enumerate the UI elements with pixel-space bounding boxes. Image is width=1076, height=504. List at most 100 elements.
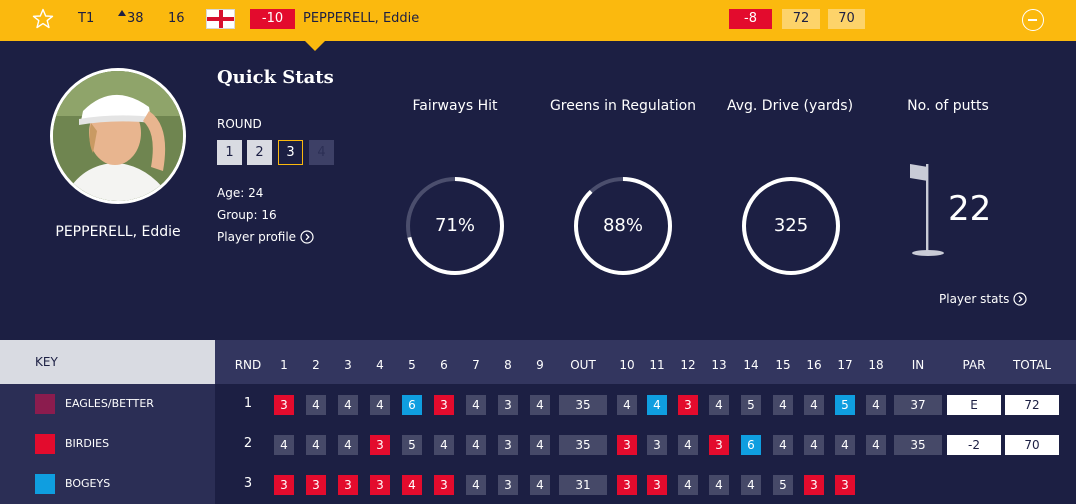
hole-score: 4	[617, 395, 637, 415]
up-arrow-icon	[118, 10, 126, 16]
player-row-header[interactable]: T1 38 16 -10 PEPPERELL, Eddie -8 72 70	[0, 0, 1076, 41]
out-total: 35	[559, 395, 607, 415]
bogey-swatch	[35, 474, 55, 494]
column-header: 9	[536, 358, 544, 372]
chevron-right-circle-icon	[1013, 292, 1028, 306]
hole-score: 3	[434, 475, 454, 495]
player-profile-link[interactable]: Player profile	[217, 230, 314, 244]
round-number: 1	[243, 396, 253, 411]
hole-score: 5	[835, 395, 855, 415]
hole-score: 3	[434, 395, 454, 415]
hole-score: 3	[678, 395, 698, 415]
quick-stats-panel: PEPPERELL, Eddie Quick Stats ROUND 1 2 3…	[0, 41, 1076, 340]
hole-score: 4	[338, 435, 358, 455]
hole-score: 3	[647, 435, 667, 455]
putts-value: 22	[948, 189, 992, 229]
player-stats-label: Player stats	[939, 292, 1010, 306]
player-photo	[50, 68, 186, 204]
flagstick-icon	[910, 164, 944, 256]
hole-score: 3	[835, 475, 855, 495]
collapse-icon[interactable]	[1022, 9, 1044, 31]
round-total: 72	[1005, 395, 1059, 415]
hole-score: 3	[617, 435, 637, 455]
round-score-2: 70	[828, 9, 865, 29]
hole-score: 4	[466, 435, 486, 455]
hole-score: 4	[709, 395, 729, 415]
hole-score: 4	[466, 475, 486, 495]
round-button-4: 4	[309, 140, 334, 165]
hole-score: 3	[498, 435, 518, 455]
round-button-1[interactable]: 1	[217, 140, 242, 165]
player-name[interactable]: PEPPERELL, Eddie	[303, 11, 420, 26]
hole-score: 4	[709, 475, 729, 495]
stat-title-fairways: Fairways Hit	[412, 98, 498, 114]
hole-score: 4	[866, 395, 886, 415]
hole-score: 4	[306, 395, 326, 415]
hole-score: 3	[647, 475, 667, 495]
column-header: 13	[711, 358, 727, 372]
out-total: 31	[559, 475, 607, 495]
round-button-3[interactable]: 3	[278, 140, 303, 165]
column-header: 14	[743, 358, 759, 372]
favourite-star-icon[interactable]	[32, 8, 54, 30]
round-number: 2	[243, 436, 253, 451]
hole-score: 4	[434, 435, 454, 455]
hole-score: 5	[773, 475, 793, 495]
hole-score: 4	[804, 435, 824, 455]
hole-score: 6	[741, 435, 761, 455]
hole-score: 4	[530, 435, 550, 455]
hole-score: 4	[741, 475, 761, 495]
hole-score: 4	[370, 395, 390, 415]
stat-value-gir: 88%	[602, 215, 643, 236]
round-button-2[interactable]: 2	[247, 140, 272, 165]
hole-score: 3	[804, 475, 824, 495]
hole-score: 3	[338, 475, 358, 495]
eagle-swatch	[35, 394, 55, 414]
birdie-swatch	[35, 434, 55, 454]
column-header: 1	[280, 358, 288, 372]
hole-score: 3	[709, 435, 729, 455]
hole-score: 3	[498, 475, 518, 495]
hole-score: 4	[647, 395, 667, 415]
column-header: 17	[837, 358, 853, 372]
column-header: 7	[472, 358, 480, 372]
hole-score: 4	[835, 435, 855, 455]
hole-score: 3	[498, 395, 518, 415]
hole-score: 4	[804, 395, 824, 415]
hole-score: 4	[678, 435, 698, 455]
scorecard-row	[215, 464, 1076, 504]
england-flag-icon	[206, 9, 235, 29]
column-header: 16	[806, 358, 822, 372]
column-header: 5	[408, 358, 416, 372]
column-header: IN	[911, 358, 925, 372]
column-header: 12	[680, 358, 696, 372]
hole-score: 3	[306, 475, 326, 495]
stat-ring-fairways	[406, 177, 504, 275]
column-header: 10	[619, 358, 635, 372]
column-header: 4	[376, 358, 384, 372]
hole-score: 5	[741, 395, 761, 415]
stat-value-drive: 325	[773, 215, 809, 236]
player-profile-label: Player profile	[217, 230, 297, 244]
round-total: 70	[1005, 435, 1059, 455]
hole-score: 4	[678, 475, 698, 495]
hole-score: 3	[370, 435, 390, 455]
player-group: Group: 16	[217, 208, 277, 222]
stat-title-drive: Avg. Drive (yards)	[726, 98, 854, 114]
player-stats-link[interactable]: Player stats	[939, 292, 1028, 306]
in-total: 37	[894, 395, 942, 415]
hole-score: 4	[338, 395, 358, 415]
round-number: 3	[243, 476, 253, 491]
out-total: 35	[559, 435, 607, 455]
column-header: 3	[344, 358, 352, 372]
round-label: ROUND	[217, 117, 262, 131]
column-header: 8	[504, 358, 512, 372]
hole-score: 3	[617, 475, 637, 495]
stat-title-putts: No. of putts	[907, 98, 989, 114]
chevron-right-circle-icon	[300, 230, 314, 244]
hole-score: 4	[402, 475, 422, 495]
movement-value: 38	[127, 11, 144, 26]
column-header: TOTAL	[1012, 358, 1052, 372]
stat-title-gir: Greens in Regulation	[549, 98, 697, 114]
key-label: BOGEYS	[65, 477, 111, 490]
